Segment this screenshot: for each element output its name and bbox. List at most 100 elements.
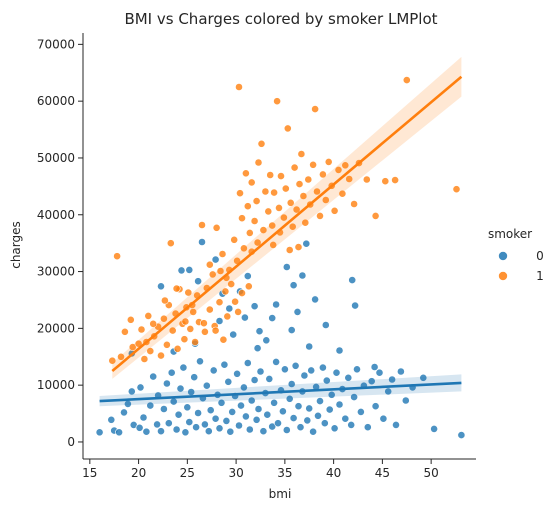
point-series-0 (321, 321, 330, 329)
point-series-0 (303, 416, 312, 425)
point-series-0 (211, 255, 220, 264)
point-series-1 (198, 221, 206, 229)
point-series-0 (430, 424, 438, 433)
point-series-1 (316, 211, 324, 220)
point-series-0 (241, 412, 250, 421)
point-series-1 (330, 206, 339, 215)
legend: smoker 0 1 (488, 227, 544, 283)
x-tick-label: 45 (375, 466, 390, 480)
point-series-0 (190, 373, 199, 382)
point-series-0 (259, 427, 268, 436)
point-series-1 (126, 315, 135, 324)
point-series-0 (268, 422, 277, 431)
point-series-1 (191, 338, 199, 346)
point-series-1 (159, 314, 168, 323)
point-series-1 (313, 187, 321, 196)
point-series-0 (316, 397, 324, 405)
point-series-1 (144, 311, 153, 320)
legend-label-0: 0 (536, 249, 544, 263)
point-series-0 (314, 411, 322, 420)
point-series-1 (212, 223, 221, 232)
point-series-0 (211, 414, 220, 423)
point-series-1 (186, 324, 195, 333)
point-series-1 (140, 355, 149, 363)
point-series-0 (185, 418, 194, 426)
point-series-0 (291, 361, 300, 370)
point-series-0 (320, 419, 329, 428)
point-series-0 (153, 420, 161, 429)
point-series-0 (120, 408, 128, 417)
point-series-1 (235, 83, 243, 91)
point-series-0 (278, 407, 287, 416)
point-series-1 (238, 214, 246, 223)
point-series-0 (222, 416, 231, 425)
point-series-0 (185, 265, 194, 274)
point-series-0 (183, 403, 192, 412)
point-series-0 (309, 427, 317, 436)
axes-layer: 15 20 25 30 35 40 45 50 0 10000 20000 30000 40000 500… (37, 33, 476, 480)
point-series-1 (117, 352, 125, 361)
point-series-0 (149, 372, 158, 381)
series-0 (95, 238, 466, 439)
point-series-0 (194, 277, 202, 286)
y-tick-label: 20000 (37, 321, 75, 335)
point-series-0 (127, 387, 136, 396)
point-series-0 (353, 365, 361, 374)
point-series-1 (345, 175, 354, 183)
regression-line-1 (111, 75, 463, 372)
point-series-0 (282, 426, 291, 434)
x-tick-label: 30 (228, 466, 243, 480)
point-series-0 (162, 379, 171, 388)
point-series-0 (348, 276, 357, 284)
point-series-0 (174, 410, 183, 419)
point-series-1 (200, 327, 209, 336)
point-series-1 (205, 260, 214, 269)
point-series-1 (362, 175, 371, 184)
point-series-0 (341, 414, 350, 423)
point-series-0 (330, 424, 339, 433)
point-series-0 (226, 427, 235, 436)
y-tick-label: 10000 (37, 378, 75, 392)
point-series-1 (113, 252, 121, 261)
point-series-0 (265, 374, 274, 383)
point-series-0 (280, 365, 289, 374)
point-series-0 (252, 415, 261, 424)
point-series-0 (351, 301, 359, 310)
point-series-0 (287, 326, 296, 334)
point-series-0 (181, 428, 190, 437)
point-series-1 (311, 105, 319, 113)
point-series-0 (237, 401, 245, 410)
point-series-1 (166, 239, 175, 248)
point-series-0 (159, 405, 168, 413)
point-series-0 (325, 405, 334, 414)
point-series-1 (160, 296, 169, 305)
point-series-1 (181, 317, 190, 326)
point-series-1 (121, 327, 129, 336)
x-tick-label: 40 (326, 466, 341, 480)
point-series-0 (198, 238, 206, 246)
legend-marker-1 (498, 271, 508, 281)
point-series-1 (371, 211, 380, 220)
legend-marker-0 (498, 251, 508, 261)
point-series-0 (392, 420, 400, 429)
point-series-0 (192, 423, 200, 432)
point-series-0 (239, 383, 248, 392)
y-tick-label: 30000 (37, 265, 75, 279)
point-series-1 (292, 205, 301, 214)
point-series-1 (350, 200, 358, 208)
point-series-0 (217, 398, 226, 407)
point-series-1 (108, 356, 117, 365)
point-series-1 (247, 178, 256, 187)
point-series-1 (243, 202, 252, 211)
point-series-0 (196, 357, 204, 366)
point-series-0 (164, 419, 173, 428)
point-series-1 (162, 340, 171, 349)
point-series-0 (293, 307, 302, 316)
x-tick-label: 35 (277, 466, 292, 480)
point-series-0 (136, 383, 145, 392)
x-tick-label: 50 (423, 466, 438, 480)
point-series-1 (230, 235, 239, 244)
point-series-0 (177, 266, 186, 275)
legend-label-1: 1 (536, 269, 544, 283)
